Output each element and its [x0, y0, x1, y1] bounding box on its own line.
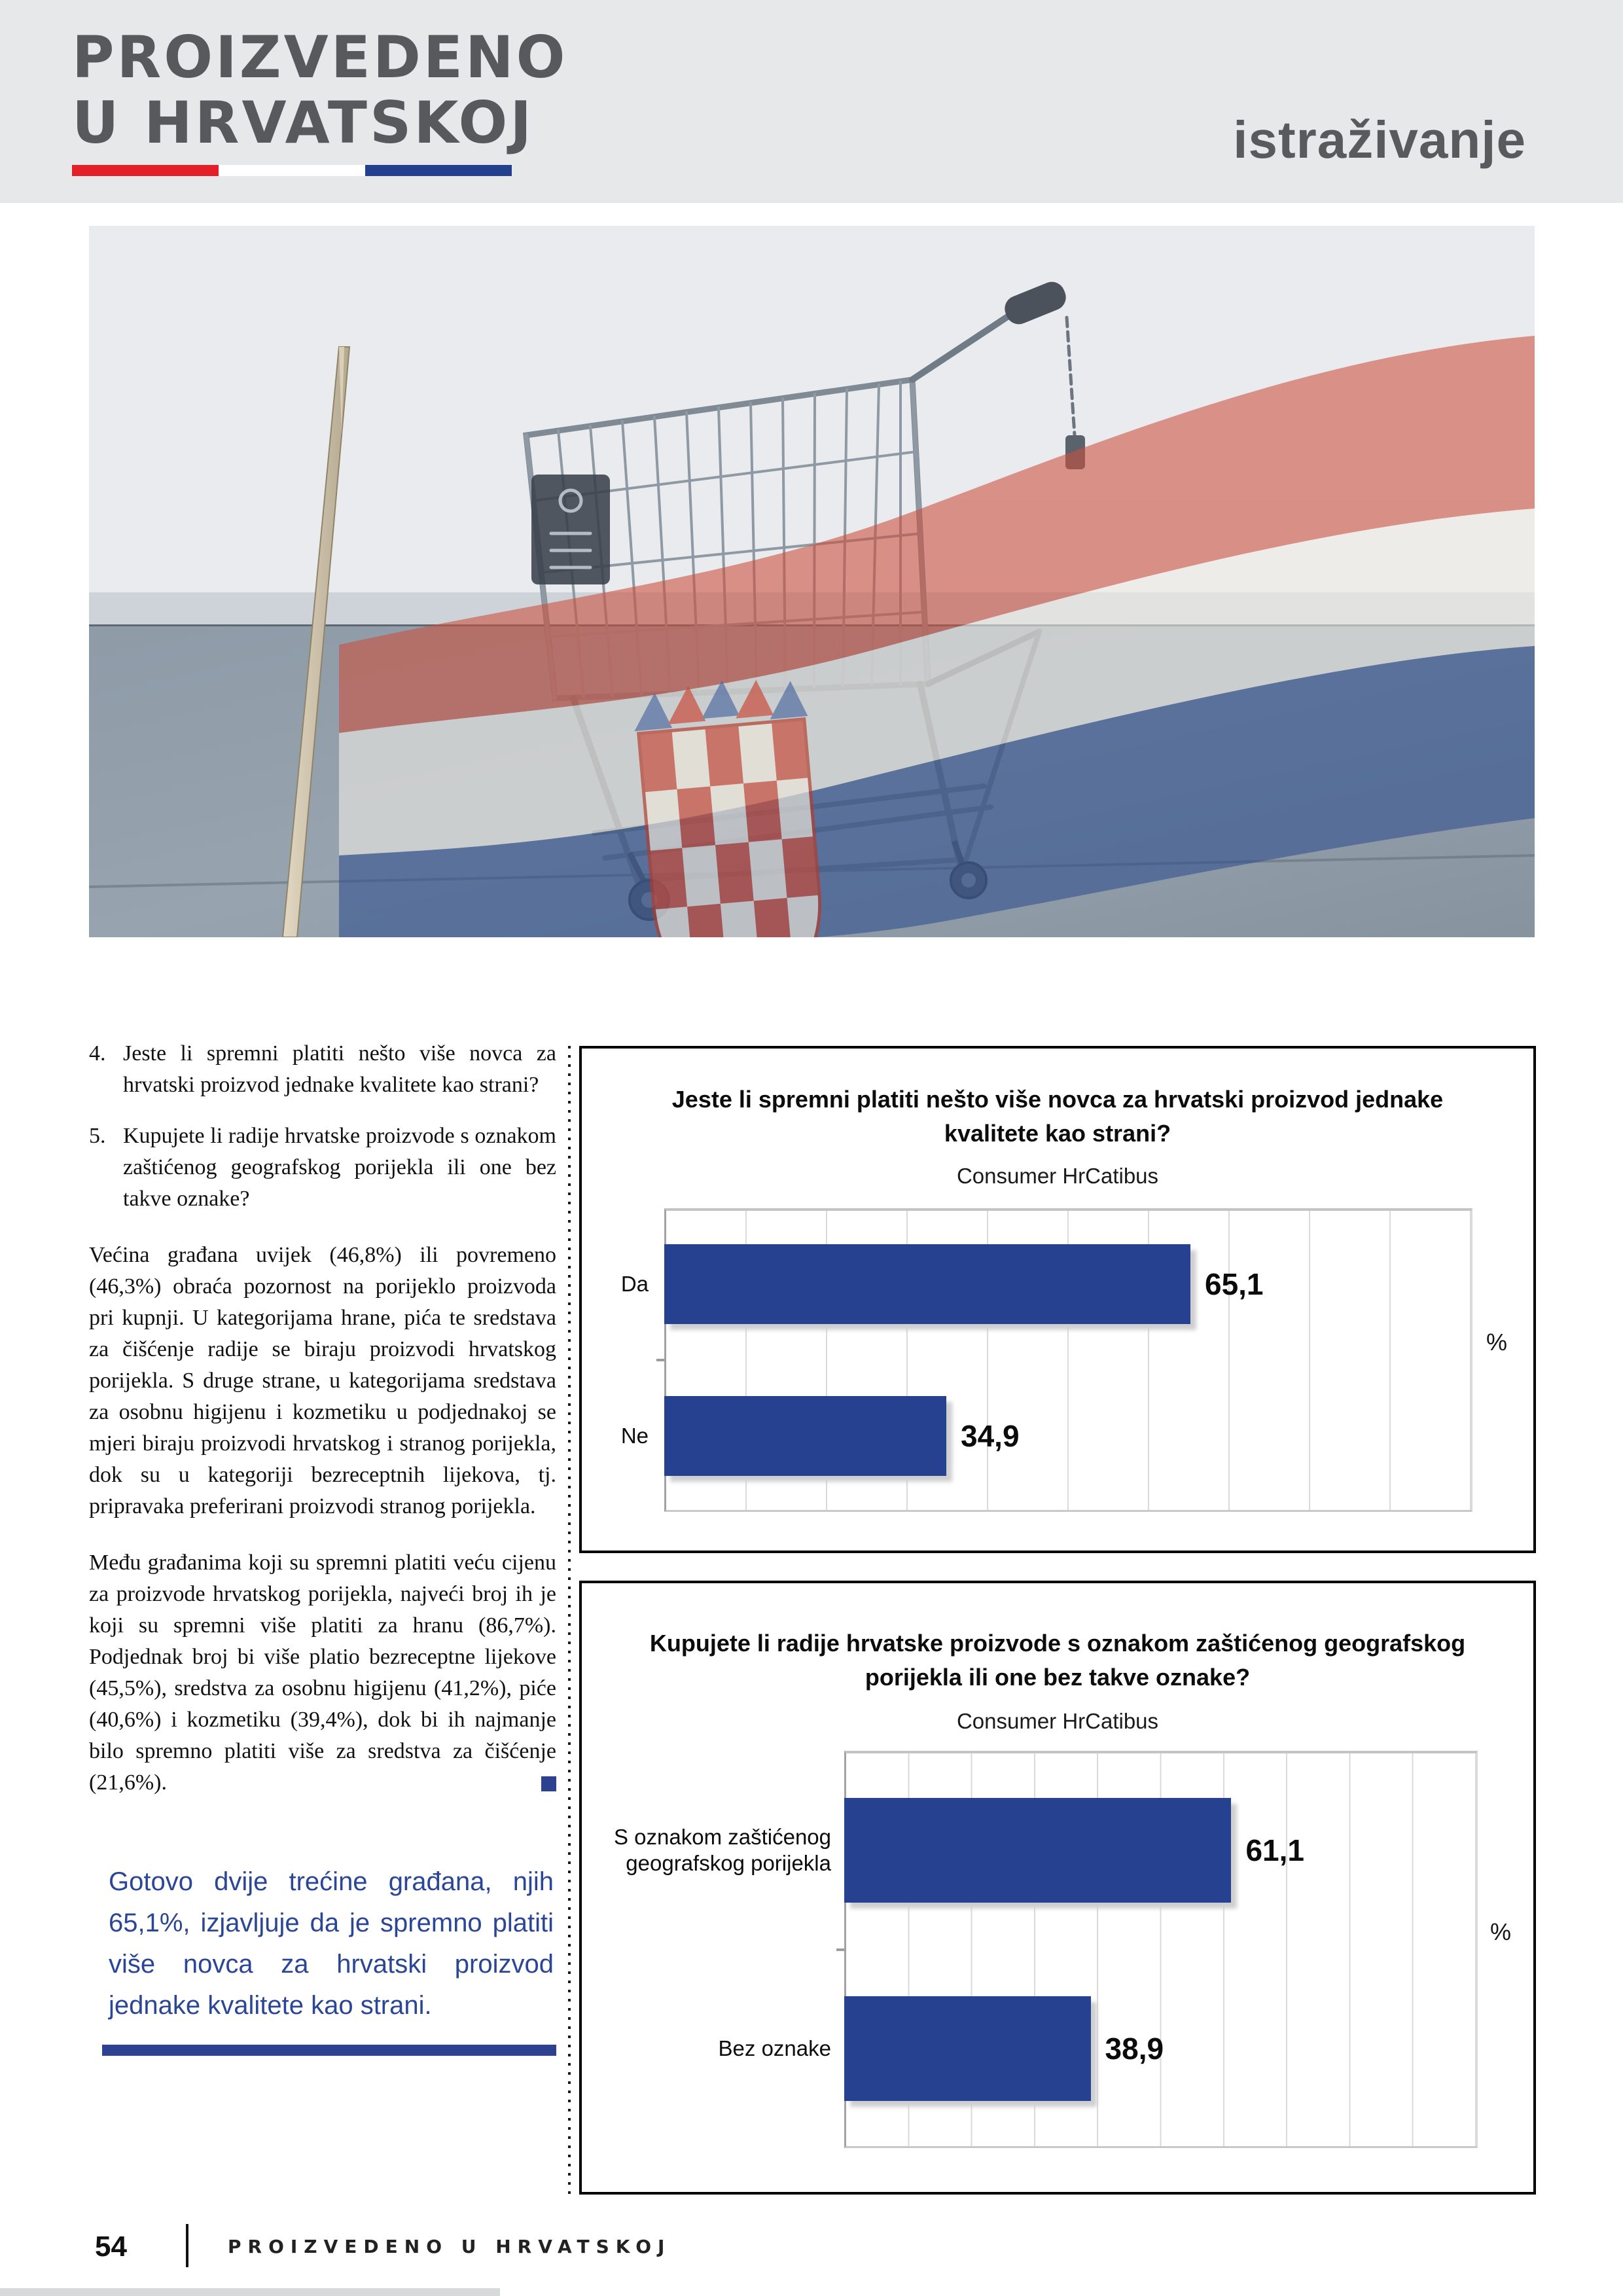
value-label: 61,1	[1245, 1833, 1304, 1867]
article-end-mark	[541, 1776, 556, 1791]
value-bar	[844, 1797, 1232, 1903]
cart-flag-illustration	[89, 226, 1535, 937]
bar-area: 34,9	[664, 1396, 1472, 1476]
chart-geographic-origin-label: Kupujete li radije hrvatske proizvode s …	[579, 1581, 1536, 2195]
chart-title: Jeste li spremni platiti nešto više novc…	[671, 1086, 1444, 1147]
chart-subtitle: Consumer HrCatibus	[956, 1164, 1159, 1188]
chart-subtitle: Consumer HrCatibus	[956, 1709, 1159, 1733]
chart-willingness-to-pay: Jeste li spremni platiti nešto više novc…	[579, 1046, 1536, 1553]
chart-row: Bez oznake 38,9	[584, 1950, 1478, 2149]
category-label: Bez oznake	[718, 2036, 831, 2061]
logo-line-2: U HRVATSKOJ	[72, 89, 535, 156]
question-text: Jeste li spremni platiti nešto više novc…	[123, 1041, 556, 1097]
logo-line-1: PROIZVEDENO	[72, 24, 568, 91]
category-label: Ne	[620, 1424, 649, 1448]
chart-bars: S oznakom zaštićenog geografskog porijek…	[584, 1751, 1478, 2148]
bar-area: 65,1	[664, 1244, 1472, 1324]
shopping-cart-with-croatian-flag-photo	[89, 226, 1535, 937]
pull-quote-underline-bar	[102, 2045, 556, 2056]
chart-row: Ne 34,9	[584, 1360, 1472, 1512]
chart-row: Da 65,1	[584, 1208, 1472, 1360]
footer-divider	[186, 2224, 188, 2267]
value-bar	[664, 1244, 1190, 1324]
axis-tick	[836, 1948, 844, 1951]
category-label: Da	[620, 1272, 649, 1296]
croatian-tricolor-bar	[72, 165, 512, 176]
question-text: Kupujete li radije hrvatske proizvode s …	[123, 1124, 556, 1211]
chart-title: Kupujete li radije hrvatske proizvode s …	[649, 1630, 1466, 1691]
bar-area: 38,9	[844, 1996, 1478, 2102]
survey-question-4: 4. Jeste li spremni platiti nešto više n…	[89, 1038, 556, 1101]
value-label: 34,9	[961, 1419, 1020, 1453]
bar-area: 61,1	[844, 1797, 1478, 1903]
article-paragraph-1: Većina građana uvijek (46,8%) ili povrem…	[89, 1243, 556, 1518]
footer-magazine-title: PROIZVEDENO U HRVATSKOJ	[228, 2236, 671, 2257]
question-number: 4.	[89, 1041, 106, 1066]
page-number: 54	[95, 2231, 127, 2263]
dotted-column-divider	[568, 1046, 571, 2194]
chart-row: S oznakom zaštićenog geografskog porijek…	[584, 1751, 1478, 1950]
category-label: S oznakom zaštićenog geografskog porijek…	[613, 1824, 831, 1875]
tricolor-blue-segment	[365, 165, 512, 176]
question-number: 5.	[89, 1124, 106, 1148]
paragraph-text: Među građanima koji su spremni platiti v…	[89, 1551, 556, 1795]
page-header: PROIZVEDENO U HRVATSKOJ istraživanje	[0, 0, 1623, 203]
page-edge-strip	[0, 2288, 500, 2296]
tricolor-red-segment	[72, 165, 219, 176]
axis-unit-label: %	[1490, 1918, 1512, 1945]
value-label: 38,9	[1105, 2032, 1164, 2066]
axis-tick	[656, 1359, 664, 1361]
tricolor-white-segment	[219, 165, 365, 176]
value-label: 65,1	[1204, 1267, 1264, 1301]
article-paragraph-2: Među građanima koji su spremni platiti v…	[89, 1547, 556, 1799]
page-footer: 54 PROIZVEDENO U HRVATSKOJ	[0, 2223, 1623, 2296]
value-bar	[844, 1996, 1091, 2102]
survey-question-5: 5. Kupujete li radije hrvatske proizvode…	[89, 1121, 556, 1215]
chart-bars: Da 65,1 Ne 34,9	[584, 1208, 1472, 1512]
section-label: istraživanje	[1233, 111, 1526, 169]
axis-unit-label: %	[1486, 1329, 1508, 1355]
pull-quote: Gotovo dvije trećine građana, njih 65,1%…	[109, 1867, 554, 2020]
article-column: 4. Jeste li spremni platiti nešto više n…	[89, 1038, 556, 2056]
value-bar	[664, 1396, 946, 1476]
magazine-logo: PROIZVEDENO U HRVATSKOJ	[72, 25, 567, 176]
